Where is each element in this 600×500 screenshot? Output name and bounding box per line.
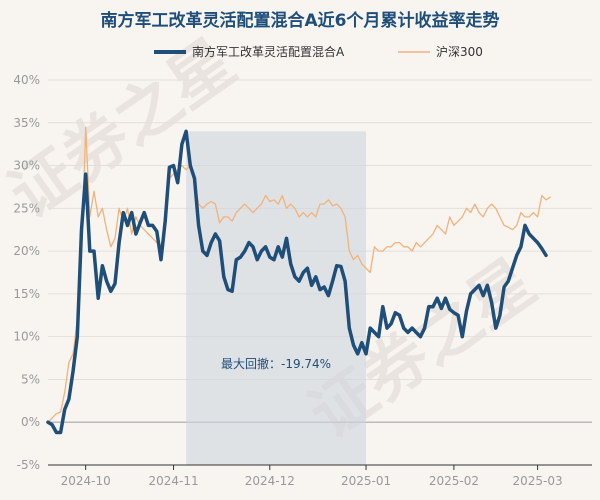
- x-tick-label: 2024-10: [61, 474, 111, 488]
- x-tick-label: 2025-02: [429, 474, 479, 488]
- drawdown-shade: [186, 131, 367, 466]
- legend-label-index: 沪深300: [436, 45, 483, 59]
- y-tick-label: 15%: [13, 287, 40, 301]
- y-tick-label: 25%: [13, 201, 40, 215]
- y-tick-label: 20%: [13, 244, 40, 258]
- y-tick-label: 5%: [21, 372, 40, 386]
- y-tick-label: 35%: [13, 116, 40, 130]
- y-tick-label: 0%: [21, 415, 40, 429]
- y-tick-label: -5%: [17, 458, 40, 472]
- y-axis: -5% 0% 5% 10% 15% 20% 25% 30% 35% 40%: [13, 73, 40, 472]
- y-tick-label: 10%: [13, 330, 40, 344]
- series: [46, 126, 551, 435]
- drawdown-region: 最大回撤：-19.74%: [186, 131, 367, 466]
- legend: 南方军工改革灵活配置混合A 沪深300: [154, 44, 483, 59]
- x-axis: 2024-10 2024-11 2024-12 2025-01 2025-02 2025-…: [48, 464, 592, 488]
- x-tick-label: 2024-12: [245, 474, 295, 488]
- series-line-hs300: [47, 126, 551, 423]
- x-tick-label: 2025-03: [513, 474, 563, 488]
- series-line-fund: [46, 129, 548, 435]
- x-tick-label: 2024-11: [148, 474, 198, 488]
- y-tick-label: 40%: [13, 73, 40, 87]
- chart-title: 南方军工改革灵活配置混合A近6个月累计收益率走势: [101, 10, 500, 31]
- legend-label-fund: 南方军工改革灵活配置混合A: [192, 44, 345, 59]
- drawdown-label: 最大回撤：-19.74%: [221, 356, 331, 371]
- x-tick-label: 2025-01: [341, 474, 391, 488]
- y-tick-label: 30%: [13, 159, 40, 173]
